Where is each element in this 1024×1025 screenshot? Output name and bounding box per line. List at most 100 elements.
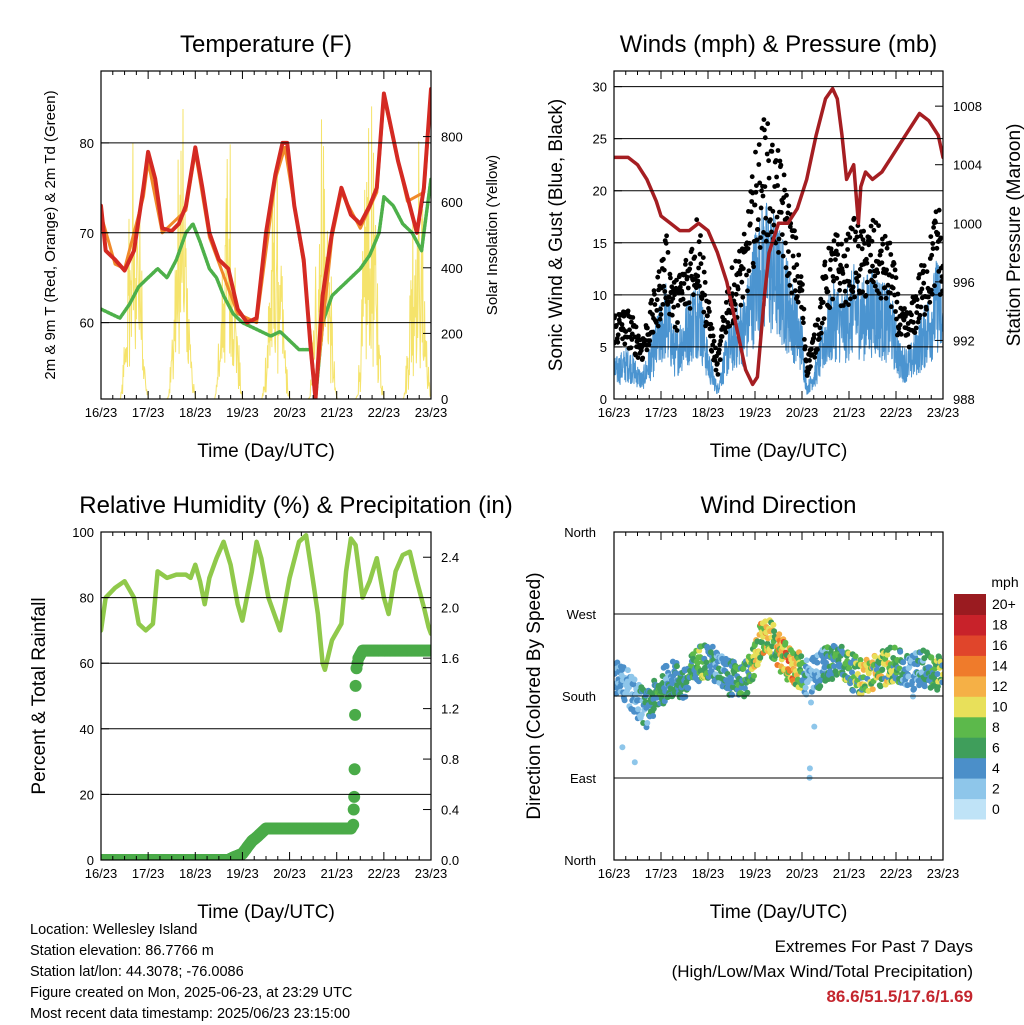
direction-point (905, 673, 912, 680)
gust-point (918, 304, 924, 310)
x-tick-label: 17/23 (645, 405, 678, 420)
gust-point (834, 233, 840, 238)
colorbar-swatch (954, 716, 986, 738)
x-tick-label: 18/23 (692, 866, 725, 881)
plot-area (614, 86, 943, 395)
chart-title: Wind Direction (700, 492, 856, 519)
gust-point (864, 256, 869, 262)
gust-point (687, 266, 693, 272)
gust-point (695, 273, 701, 279)
gust-point (860, 289, 865, 295)
gust-point (780, 253, 786, 259)
gust-point (873, 220, 879, 226)
direction-point (930, 682, 937, 689)
gust-point (710, 333, 716, 339)
gust-point (756, 142, 762, 148)
gust-point (765, 121, 771, 127)
gust-point (682, 271, 687, 277)
direction-point (703, 659, 710, 666)
gust-point (723, 300, 729, 305)
colorbar-swatch (954, 696, 986, 718)
y-axis-label: Sonic Wind & Gust (Blue, Black) (546, 99, 567, 371)
direction-point (669, 680, 676, 687)
gust-point (877, 252, 883, 258)
gust-point (702, 280, 708, 285)
direction-point (621, 697, 628, 704)
direction-point (852, 653, 859, 660)
gust-point (758, 235, 763, 241)
y-tick-label-right: 1004 (953, 158, 982, 173)
direction-point (877, 683, 884, 690)
gust-point (850, 284, 856, 290)
colorbar-label: 2 (992, 780, 1000, 796)
gust-point (671, 304, 677, 310)
gust-point (747, 221, 753, 227)
y-tick-label: 20 (80, 787, 94, 802)
x-tick-label: 19/23 (739, 405, 772, 420)
gust-point (689, 246, 695, 252)
gust-point (748, 209, 754, 215)
gust-point (883, 295, 889, 301)
direction-point (759, 639, 765, 646)
extremes-values: 86.6/51.5/17.6/1.69 (826, 987, 973, 1006)
direction-point (911, 685, 918, 692)
direction-point (940, 671, 943, 678)
direction-point (685, 685, 692, 691)
gust-point (666, 294, 672, 300)
gust-point (782, 187, 787, 193)
gust-point (652, 291, 657, 297)
gust-point (935, 231, 941, 236)
plot-area (101, 87, 431, 399)
gust-point (762, 135, 768, 141)
gust-point (771, 222, 777, 228)
gust-point (872, 273, 878, 279)
gust-point (857, 266, 863, 272)
gust-point (786, 203, 792, 209)
gust-point (653, 320, 659, 325)
gust-point (709, 348, 715, 354)
plot-frame (100, 70, 432, 400)
plot-frame (613, 531, 944, 861)
gust-point (837, 287, 842, 293)
y-tick-label-right: 992 (953, 333, 975, 348)
gust-point (681, 281, 687, 286)
x-tick-label: 19/23 (226, 866, 259, 881)
gust-point (707, 309, 712, 314)
pressure-line (614, 86, 943, 387)
gust-point (765, 232, 771, 238)
y-tick-label-right: 1008 (953, 99, 982, 114)
gust-point (763, 215, 769, 221)
x-tick-label: 22/23 (368, 866, 401, 881)
x-tick-label: 20/23 (786, 866, 819, 881)
rh-line (101, 533, 431, 673)
gust-point (812, 354, 818, 360)
gust-point (917, 312, 923, 318)
colorbar-swatch (954, 757, 986, 779)
colorbar-swatch (954, 594, 986, 615)
gust-point (737, 271, 743, 277)
direction-point (782, 639, 789, 646)
gust-point (872, 283, 878, 289)
direction-series (614, 617, 943, 781)
direction-point (909, 678, 916, 685)
gust-point (895, 291, 901, 297)
gust-point (848, 296, 853, 302)
gust-point (855, 279, 860, 284)
direction-point (771, 628, 778, 635)
gust-point (749, 174, 755, 180)
gust-point (889, 274, 895, 279)
gust-point (668, 275, 673, 281)
gust-point (695, 278, 701, 284)
station-info: Location: Wellesley Island Station eleva… (30, 920, 352, 1025)
x-tick-label: 17/23 (132, 405, 165, 420)
gust-point (701, 309, 707, 315)
direction-point (635, 706, 642, 713)
y-tick-label: 70 (80, 226, 94, 241)
colorbar-label: 16 (992, 637, 1008, 653)
y-tick-label: South (562, 689, 596, 704)
gust-point (779, 232, 785, 238)
direction-point (811, 723, 818, 730)
gust-point (687, 306, 693, 311)
y-axis-label-right: Solar Insolation (Yellow) (484, 155, 501, 315)
gust-point (781, 172, 787, 178)
